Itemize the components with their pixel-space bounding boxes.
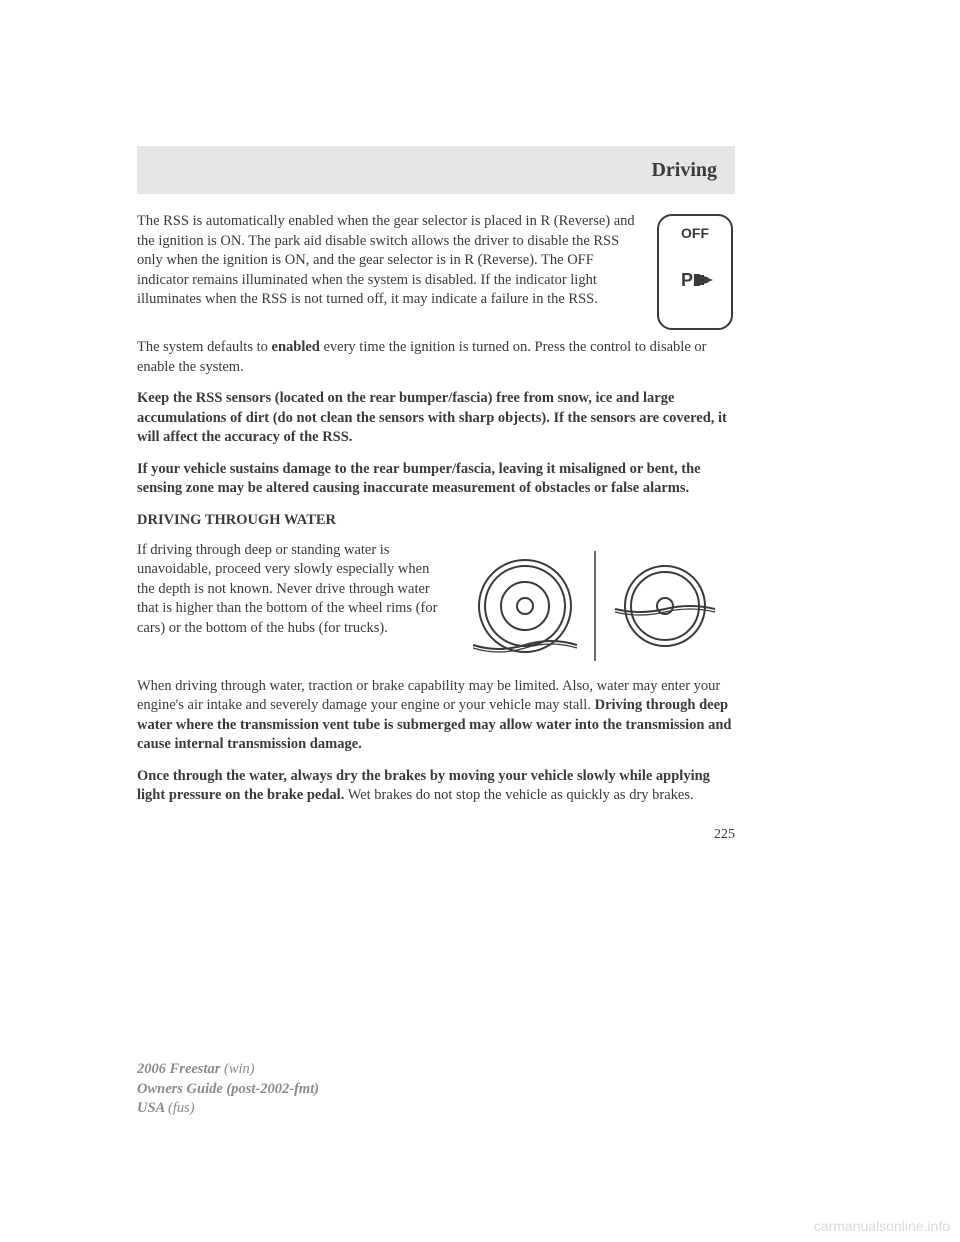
wheels-svg [455, 541, 735, 671]
water-paragraph-2: When driving through water, traction or … [137, 677, 735, 755]
switch-svg: OFF P [655, 212, 735, 332]
footer-model: 2006 Freestar [137, 1061, 224, 1077]
text-fragment: The system defaults to [137, 339, 272, 355]
rss-damage-warning: If your vehicle sustains damage to the r… [137, 460, 735, 499]
section-title: Driving [651, 159, 717, 182]
footer-code: (win) [224, 1061, 255, 1077]
park-aid-switch-illustration: OFF P [655, 212, 735, 332]
text-fragment: Wet brakes do not stop the vehicle as qu… [344, 787, 693, 803]
section-header: Driving [137, 146, 735, 194]
left-wheel-icon [479, 560, 571, 652]
water-depth-illustration [455, 541, 735, 671]
switch-off-label: OFF [681, 225, 709, 241]
footer: 2006 Freestar (win) Owners Guide (post-2… [137, 1060, 319, 1119]
page-number: 225 [137, 826, 735, 845]
footer-line-1: 2006 Freestar (win) [137, 1060, 319, 1080]
footer-guide: Owners Guide (post-2002-fmt) [137, 1081, 319, 1097]
footer-region-code: (fus) [168, 1100, 195, 1116]
water-paragraph-3: Once through the water, always dry the b… [137, 767, 735, 806]
switch-p-label: P [681, 270, 693, 290]
footer-region: USA [137, 1100, 168, 1116]
footer-line-2: Owners Guide (post-2002-fmt) [137, 1080, 319, 1100]
enabled-bold: enabled [272, 339, 320, 355]
footer-line-3: USA (fus) [137, 1099, 319, 1119]
rss-paragraph-2: The system defaults to enabled every tim… [137, 338, 735, 377]
rss-paragraph-1: The RSS is automatically enabled when th… [137, 212, 735, 310]
watermark: carmanualsonline.info [814, 1218, 950, 1234]
water-heading: DRIVING THROUGH WATER [137, 511, 735, 531]
rss-sensor-warning: Keep the RSS sensors (located on the rea… [137, 389, 735, 448]
